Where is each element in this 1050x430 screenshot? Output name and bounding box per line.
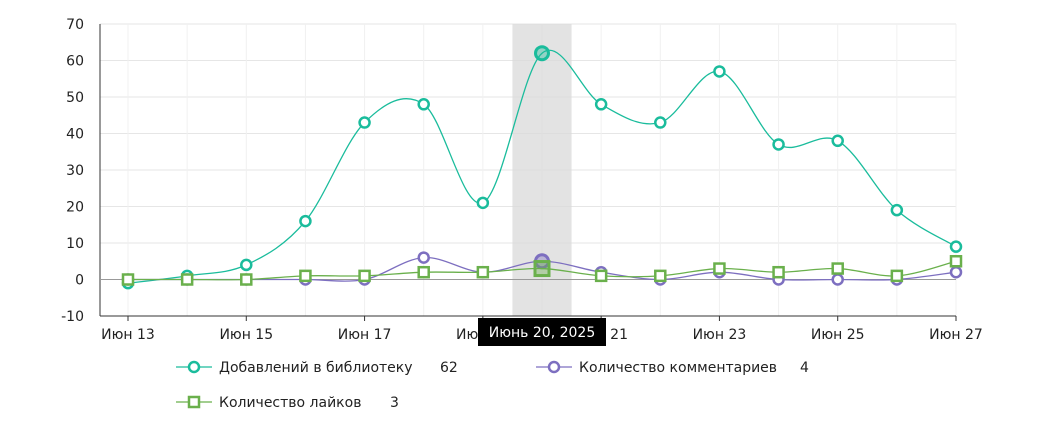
- data-point[interactable]: [831, 262, 844, 275]
- series-2: [121, 255, 963, 286]
- data-point[interactable]: [121, 273, 135, 286]
- data-point[interactable]: [476, 196, 490, 210]
- data-point[interactable]: [949, 240, 963, 253]
- data-point[interactable]: [772, 138, 785, 151]
- legend-item-1[interactable]: Количество комментариев 4: [536, 360, 809, 376]
- y-axis-ticks: -10 0 10 20 30 40 50 60 70: [61, 17, 84, 325]
- series-line: [127, 49, 957, 284]
- x-tick-label: Июн 17: [338, 327, 392, 343]
- data-point[interactable]: [534, 45, 550, 62]
- data-point[interactable]: [831, 273, 844, 286]
- x-tick-label: Июн 25: [811, 327, 865, 343]
- data-point[interactable]: [594, 98, 608, 111]
- tooltip: Июнь 20, 2025: [478, 318, 606, 346]
- data-point[interactable]: [949, 255, 963, 268]
- y-tick-label: 30: [66, 163, 84, 179]
- data-point[interactable]: [772, 265, 785, 279]
- data-point[interactable]: [299, 269, 312, 283]
- legend-marker-circle: [187, 360, 201, 374]
- data-point[interactable]: [713, 262, 726, 275]
- data-point[interactable]: [299, 214, 312, 228]
- data-point[interactable]: [594, 269, 608, 283]
- legend-label: Количество комментариев: [579, 360, 777, 376]
- legend-value: 3: [390, 395, 399, 411]
- data-point[interactable]: [476, 265, 490, 279]
- legend-label: Добавлений в библиотеку: [219, 360, 413, 376]
- legend-marker-square: [187, 395, 201, 409]
- y-tick-label: 10: [66, 236, 84, 252]
- data-point[interactable]: [890, 203, 904, 217]
- data-point[interactable]: [240, 258, 253, 272]
- data-point[interactable]: [654, 269, 667, 283]
- y-tick-label: -10: [61, 309, 84, 325]
- legend-item-2[interactable]: Количество лайков 3: [176, 395, 399, 411]
- data-point[interactable]: [358, 269, 371, 283]
- series-layer: [121, 45, 963, 290]
- legend-value: 4: [800, 360, 809, 376]
- series-line: [127, 260, 957, 281]
- tooltip-box: [478, 318, 606, 346]
- y-tick-label: 0: [75, 273, 84, 289]
- data-point[interactable]: [654, 116, 667, 129]
- tooltip-text: Июнь 20, 2025: [489, 325, 595, 341]
- data-point[interactable]: [533, 260, 551, 278]
- data-point[interactable]: [417, 265, 430, 279]
- data-point[interactable]: [831, 134, 844, 148]
- y-tick-label: 60: [66, 54, 84, 70]
- y-tick-label: 40: [66, 127, 84, 143]
- data-point[interactable]: [417, 251, 430, 264]
- y-tick-label: 70: [66, 17, 84, 33]
- x-tick-label: Июн 15: [219, 327, 273, 343]
- x-tick-label: Июн 23: [693, 327, 747, 343]
- y-tick-label: 50: [66, 90, 84, 106]
- data-point[interactable]: [713, 65, 726, 78]
- y-tick-label: 20: [66, 200, 84, 216]
- legend-item-0[interactable]: Добавлений в библиотеку 62: [176, 360, 458, 376]
- data-point[interactable]: [417, 98, 430, 111]
- data-point[interactable]: [890, 269, 904, 283]
- series-0: [121, 45, 963, 290]
- legend-label: Количество лайков: [219, 395, 361, 411]
- x-tick-label: Июн 13: [101, 327, 155, 343]
- x-tick-label: Июн 27: [929, 327, 983, 343]
- legend[interactable]: Добавлений в библиотеку 62 Количество комм…: [176, 360, 809, 411]
- legend-marker-circle: [547, 360, 561, 374]
- legend-value: 62: [440, 360, 458, 376]
- data-point[interactable]: [358, 116, 371, 129]
- data-point[interactable]: [949, 265, 963, 279]
- data-point[interactable]: [240, 273, 253, 286]
- data-point[interactable]: [180, 273, 194, 286]
